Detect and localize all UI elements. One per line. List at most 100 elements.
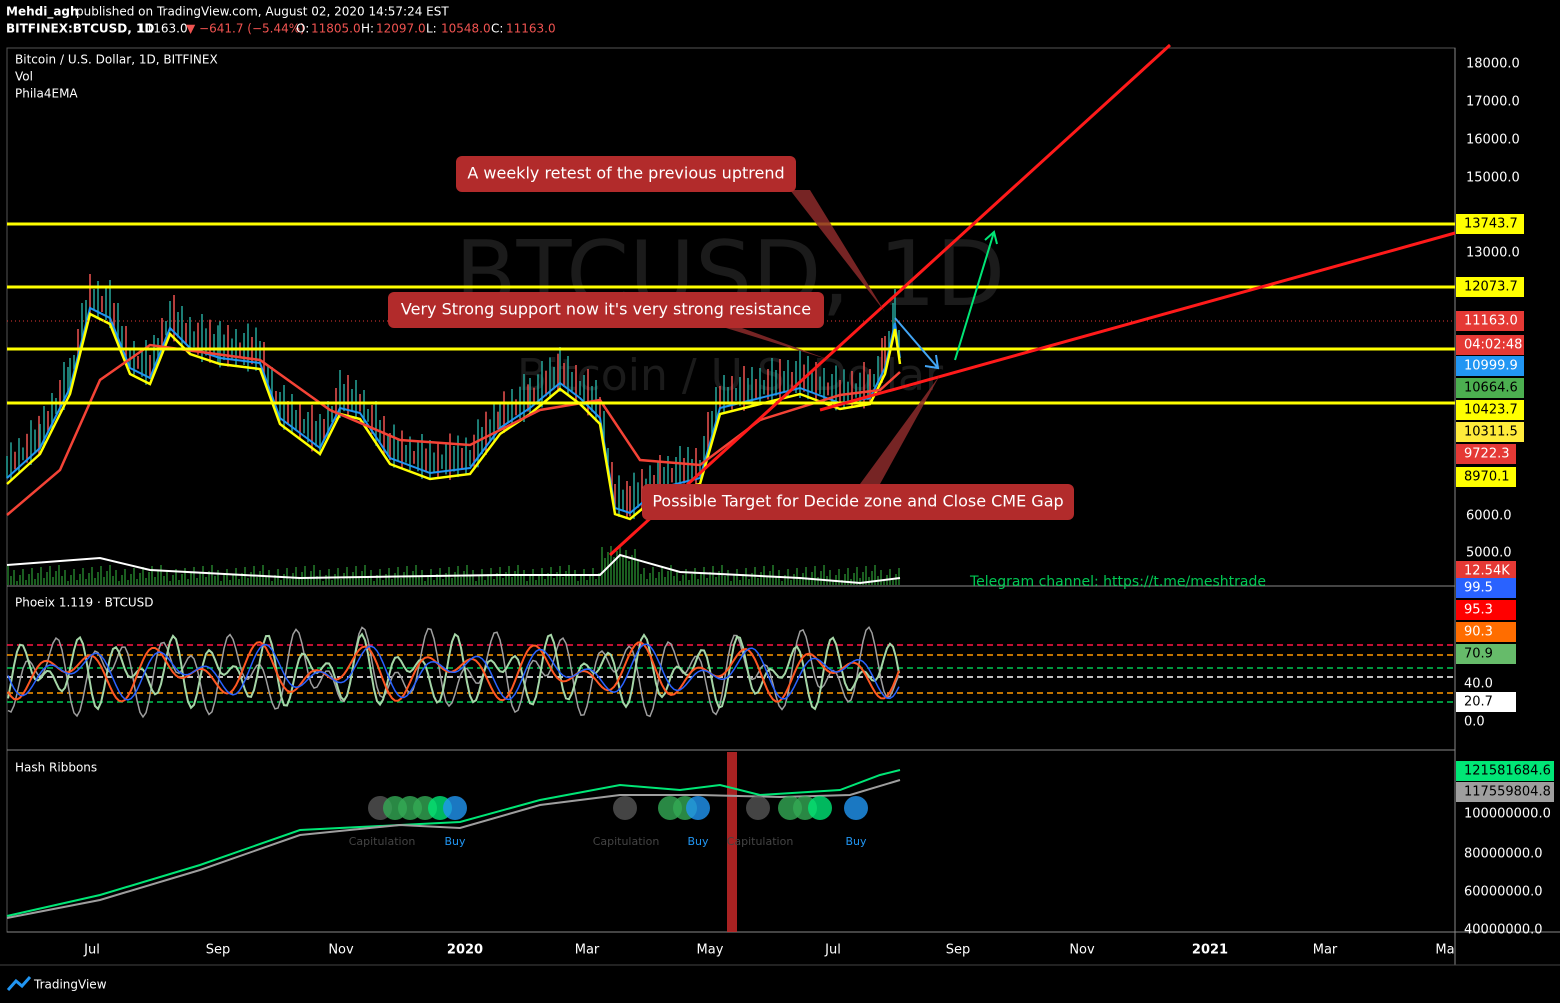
- price-badge-text: 10664.6: [1464, 381, 1518, 396]
- price-badge: [1456, 422, 1524, 442]
- callout-text: A weekly retest of the previous uptrend: [467, 164, 784, 183]
- price-badge: [1456, 400, 1524, 420]
- price-badge: [1456, 578, 1516, 598]
- time-tick-label: Mar: [575, 943, 600, 958]
- price-badge-text: 10423.7: [1464, 403, 1518, 418]
- callout-tail: [790, 190, 885, 312]
- hash-label: Capitulation: [593, 835, 660, 848]
- hash-signal: [613, 796, 637, 820]
- price-badge-text: 40.0: [1464, 677, 1493, 692]
- volume-ma: [6, 553, 901, 585]
- arrow-head: [924, 354, 940, 370]
- arrow-head: [984, 230, 998, 245]
- oscillator-green: [7, 632, 900, 711]
- price-badge: [1456, 561, 1516, 581]
- pane-title: Phoeix 1.119 · BTCUSD: [15, 596, 154, 610]
- legend-entry: Bitcoin / U.S. Dollar, 1D, BITFINEX: [15, 53, 218, 67]
- publisher: Mehdi_agh: [6, 5, 79, 20]
- ema-fast: [6, 306, 901, 515]
- pane-title: Hash Ribbons: [15, 761, 97, 775]
- hash-signal: [808, 796, 832, 820]
- trend-line: [819, 231, 1456, 412]
- price-tick-label: 16000.0: [1466, 133, 1520, 148]
- price-badge-text: 10311.5: [1464, 425, 1518, 440]
- price-badge-text: 70.9: [1464, 647, 1493, 662]
- arrow-down: [894, 317, 939, 369]
- price-badge: [1456, 378, 1524, 398]
- price-badge: [1456, 356, 1524, 376]
- price-badge-text: 90.3: [1464, 625, 1493, 640]
- price-badge: [1456, 692, 1516, 712]
- price-badge-text: 60000000.0: [1464, 885, 1543, 900]
- price-tick-label: 6000.0: [1466, 509, 1512, 524]
- time-tick-label: May: [697, 943, 724, 958]
- time-tick-label: 2020: [447, 943, 483, 958]
- price-badge-text: 99.5: [1464, 581, 1493, 596]
- price-tick-label: 5000.0: [1466, 546, 1512, 561]
- footer-brand: TradingView: [33, 978, 107, 992]
- oscillator-gray: [7, 625, 900, 719]
- ohlc-value: 11163.0: [506, 22, 556, 36]
- time-tick-label: 2021: [1192, 943, 1228, 958]
- price-badge-text: 8970.1: [1464, 470, 1510, 485]
- telegram: Telegram channel: https://t.me/meshtrade: [969, 574, 1266, 590]
- last: 11163.0: [138, 22, 188, 36]
- ohlc-value: 12097.0: [376, 22, 426, 36]
- price-badge-text: 10999.9: [1464, 359, 1518, 374]
- oscillator-blue: [7, 643, 900, 701]
- price-badge-text: 0.0: [1464, 715, 1485, 730]
- price-badge-text: 04:02:48: [1464, 338, 1522, 353]
- price-tick-label: 18000.0: [1466, 57, 1520, 72]
- hash-signal: [686, 796, 710, 820]
- callout-box: [642, 484, 1074, 520]
- trend-line: [608, 43, 1172, 557]
- arrow-up: [954, 231, 995, 361]
- callout-tail: [700, 320, 830, 360]
- ohlc-label: O:: [296, 22, 309, 36]
- price-badge-text: 40000000.0: [1464, 923, 1543, 938]
- time-tick-label: Jul: [824, 943, 841, 958]
- capitulation-bar: [727, 752, 737, 932]
- callout-text: Very Strong support now it's very strong…: [401, 300, 811, 319]
- price-badge-text: 9722.3: [1464, 447, 1510, 462]
- price-badge-text: 12073.7: [1464, 280, 1518, 295]
- hash-signal: [844, 796, 868, 820]
- callout-tail: [860, 375, 940, 484]
- price-tick-label: 17000.0: [1466, 95, 1520, 110]
- price-tick-label: 15000.0: [1466, 171, 1520, 186]
- price-badge-text: 117559804.8: [1464, 785, 1551, 800]
- time-tick-label: Ma: [1435, 943, 1454, 958]
- ohlc-label: C:: [491, 22, 503, 36]
- footer-logo: [6, 976, 32, 991]
- ema-mid: [6, 312, 902, 521]
- hash-label: Buy: [845, 835, 867, 848]
- ohlc-value: 10548.0: [441, 22, 491, 36]
- price-badge-text: 20.7: [1464, 695, 1493, 710]
- hash-label: Capitulation: [349, 835, 416, 848]
- ohlc-value: 11805.0: [311, 22, 361, 36]
- hash-label: Buy: [687, 835, 709, 848]
- price-badge: [1456, 444, 1516, 464]
- legend-entry: Phila4EMA: [15, 87, 78, 101]
- price-badge: [1456, 335, 1524, 355]
- hash-label: Capitulation: [727, 835, 794, 848]
- time-tick-label: Sep: [206, 943, 231, 958]
- price-badge-text: 100000000.0: [1464, 807, 1551, 822]
- published: published on TradingView.com, August 02,…: [76, 5, 449, 19]
- time-tick-label: Nov: [1069, 943, 1095, 958]
- price-tick-label: 13000.0: [1466, 246, 1520, 261]
- price-badge: [1456, 622, 1516, 642]
- hash-signal: [443, 796, 467, 820]
- price-badge-text: 12.54K: [1464, 564, 1510, 579]
- price-badge-text: 95.3: [1464, 603, 1493, 618]
- price-badge: [1456, 782, 1554, 802]
- time-tick-label: Nov: [328, 943, 354, 958]
- hash-signal: [746, 796, 770, 820]
- price-badge: [1456, 600, 1516, 620]
- hash-label: Buy: [444, 835, 466, 848]
- price-badge: [1456, 761, 1554, 781]
- ohlc-label: L:: [426, 22, 437, 36]
- price-badge: [1456, 277, 1524, 297]
- price-badge: [1456, 644, 1516, 664]
